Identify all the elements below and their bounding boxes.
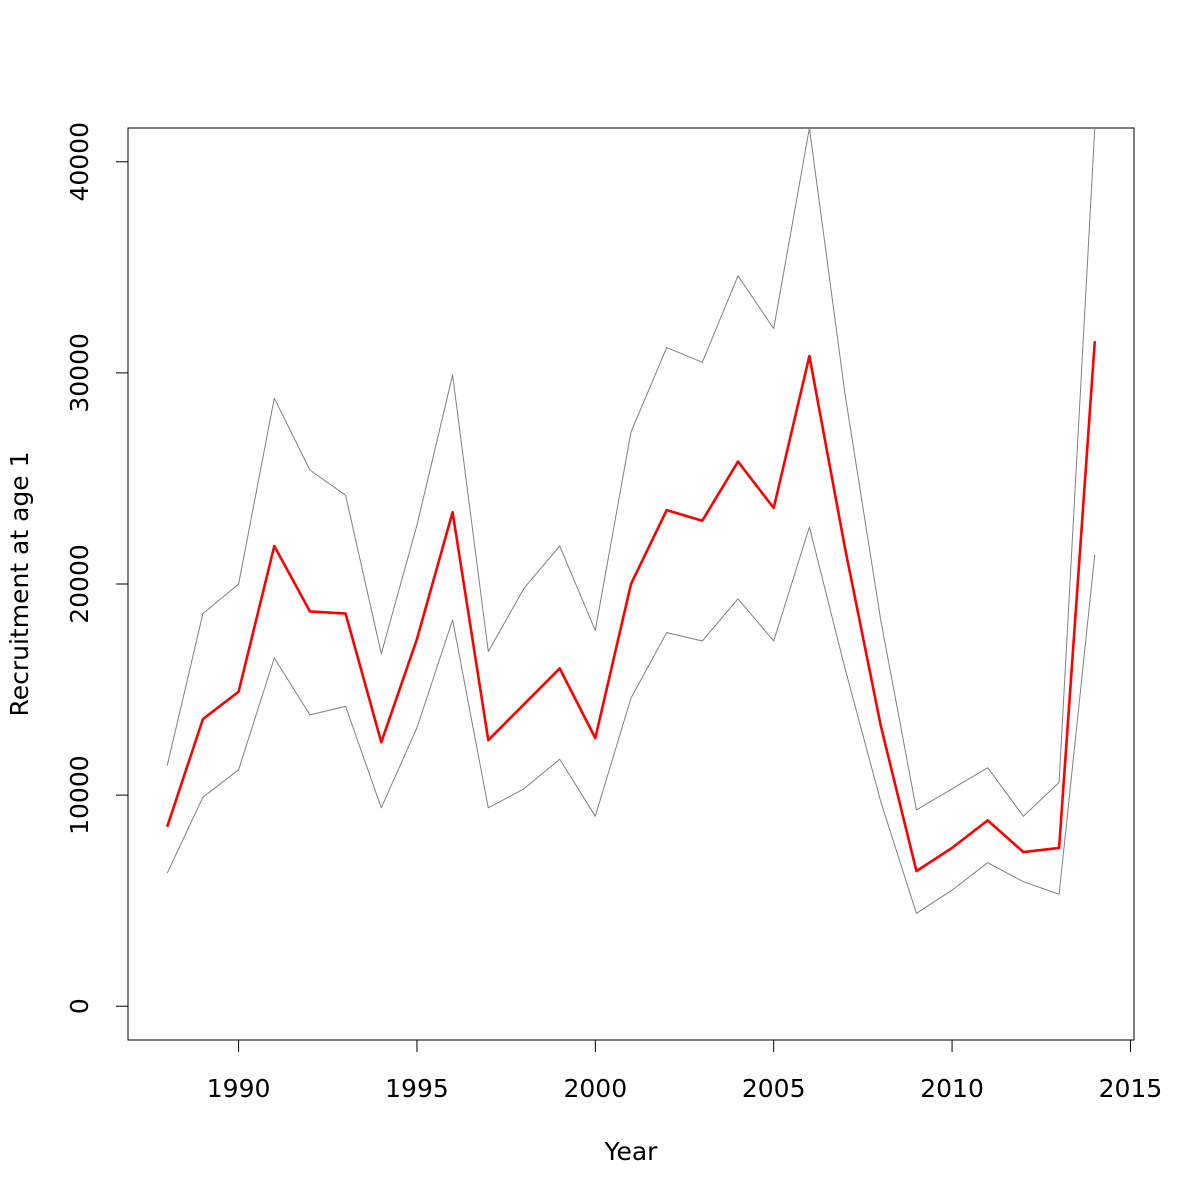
series-line-upper-bound (166, 128, 1096, 817)
y-axis-title: Recruitment at age 1 (5, 451, 34, 716)
y-tick-label: 10000 (65, 755, 94, 835)
y-tick-label: 30000 (65, 333, 94, 413)
y-axis: 0 10000 20000 30000 40000 (65, 122, 129, 1014)
x-tick-label: 2000 (564, 1074, 628, 1103)
series-line-estimate (165, 341, 1097, 873)
series-layer (165, 128, 1097, 914)
x-tick-label: 2005 (742, 1074, 806, 1103)
y-tick-label: 20000 (65, 544, 94, 624)
x-tick-label: 1995 (385, 1074, 449, 1103)
y-tick-label: 0 (65, 998, 94, 1014)
series-line-lower-bound (166, 526, 1096, 914)
x-tick-label: 1990 (207, 1074, 271, 1103)
x-tick-label: 2015 (1099, 1074, 1163, 1103)
y-tick-label: 40000 (65, 122, 94, 202)
x-axis: 1990 1995 2000 2005 2010 2015 (207, 1039, 1163, 1103)
x-axis-title: Year (604, 1137, 659, 1166)
x-tick-label: 2010 (920, 1074, 984, 1103)
